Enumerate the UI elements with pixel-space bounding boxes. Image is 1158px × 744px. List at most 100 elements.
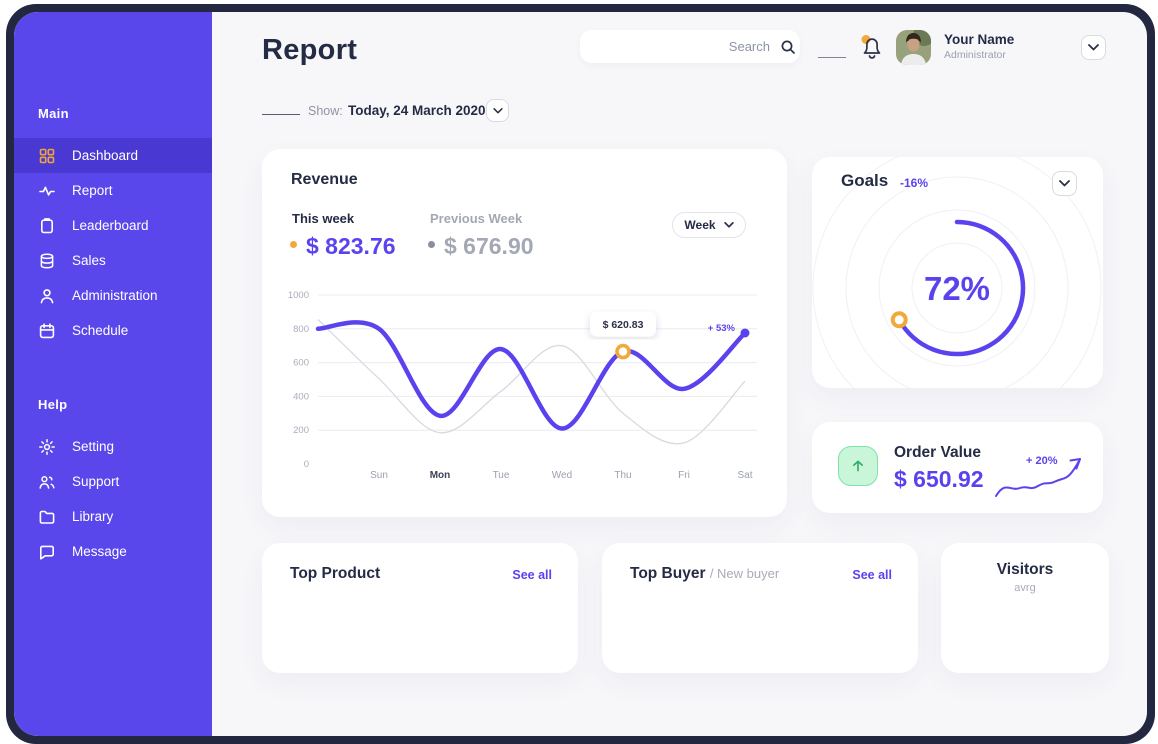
order-value-card: Order Value $ 650.92 + 20% <box>812 422 1103 513</box>
svg-text:$ 620.83: $ 620.83 <box>603 319 644 331</box>
this-week-value: $ 823.76 <box>290 233 396 260</box>
svg-text:Mon: Mon <box>430 470 451 481</box>
top-buyer-card: Top Buyer / New buyer See all <box>602 543 918 673</box>
sidebar-item-report[interactable]: Report <box>14 173 212 208</box>
sidebar-nav-help: Setting Support Library Message <box>14 429 212 569</box>
visitors-subtitle: avrg <box>1014 582 1036 594</box>
search-bar[interactable] <box>580 30 800 63</box>
top-product-card: Top Product See all <box>262 543 578 673</box>
sidebar-item-message[interactable]: Message <box>14 534 212 569</box>
visitors-title: Visitors <box>996 561 1054 578</box>
clipboard-icon <box>38 217 56 235</box>
order-value-title: Order Value <box>894 444 982 461</box>
app-frame: Main Dashboard Report Leaderboard <box>6 4 1155 744</box>
search-icon[interactable] <box>780 39 796 55</box>
order-up-arrow-icon <box>838 446 878 486</box>
svg-text:Tue: Tue <box>493 470 510 481</box>
goals-chevron-button[interactable] <box>1052 171 1077 196</box>
goals-title: Goals <box>841 171 889 190</box>
calendar-icon <box>38 322 56 340</box>
chevron-down-icon <box>1088 44 1099 51</box>
app-window: Main Dashboard Report Leaderboard <box>14 12 1147 736</box>
top-buyer-title: Top Buyer / New buyer <box>630 565 780 582</box>
sidebar-item-sales[interactable]: Sales <box>14 243 212 278</box>
revenue-line-chart[interactable]: 0 200 400 600 800 1000 Sun Mon Tue Wed Thu Fri Sat + … <box>262 279 787 489</box>
sidebar-item-label: Report <box>72 183 113 198</box>
sidebar-item-administration[interactable]: Administration <box>14 278 212 313</box>
svg-text:1000: 1000 <box>288 290 309 301</box>
svg-text:+ 53%: + 53% <box>708 323 736 334</box>
show-date-value: Today, 24 March 2020 <box>348 103 486 118</box>
show-label: Show: <box>308 104 343 118</box>
sidebar-item-leaderboard[interactable]: Leaderboard <box>14 208 212 243</box>
sidebar-item-setting[interactable]: Setting <box>14 429 212 464</box>
avatar-photo <box>896 30 931 65</box>
gear-icon <box>38 438 56 456</box>
revenue-card: Revenue This week $ 823.76 Previous Week… <box>262 149 787 517</box>
sidebar-item-library[interactable]: Library <box>14 499 212 534</box>
avatar[interactable] <box>896 30 931 65</box>
user-menu-chevron-button[interactable] <box>1081 35 1106 60</box>
svg-text:200: 200 <box>293 425 309 436</box>
sidebar-item-schedule[interactable]: Schedule <box>14 313 212 348</box>
sidebar-item-label: Schedule <box>72 323 129 338</box>
svg-text:Fri: Fri <box>678 470 690 481</box>
sidebar-item-label: Administration <box>72 288 158 303</box>
this-week-label: This week <box>292 211 355 226</box>
goals-delta-badge: -16% <box>900 176 929 190</box>
sidebar-section-help: Help <box>38 397 68 412</box>
goals-card: 72% Goals -16% <box>812 157 1103 388</box>
notification-bell[interactable] <box>858 33 884 61</box>
grid-icon <box>38 147 56 165</box>
order-trend-sparkline <box>995 458 1081 497</box>
search-input[interactable] <box>594 39 780 54</box>
svg-text:72%: 72% <box>924 270 990 307</box>
previous-week-label: Previous Week <box>430 211 523 226</box>
user-role: Administrator <box>944 49 1006 61</box>
sidebar-item-label: Library <box>72 509 114 524</box>
show-divider <box>262 114 300 115</box>
previous-week-value: $ 676.90 <box>428 233 534 260</box>
top-buyer-subtitle: / New buyer <box>709 566 780 581</box>
svg-text:Sat: Sat <box>737 470 752 481</box>
top-product-title: Top Product <box>290 565 381 582</box>
goals-donut-chart: 72% <box>812 157 1102 388</box>
user-icon <box>38 287 56 305</box>
svg-text:Wed: Wed <box>552 470 572 481</box>
chevron-down-icon <box>492 107 503 113</box>
chevron-down-icon <box>1059 180 1070 187</box>
svg-text:Sun: Sun <box>370 470 388 481</box>
sidebar-nav-main: Dashboard Report Leaderboard Sales <box>14 138 212 348</box>
range-selector-dropdown[interactable]: Week <box>672 212 746 238</box>
chevron-down-icon <box>723 222 734 228</box>
activity-icon <box>38 182 56 200</box>
sidebar-section-main: Main <box>38 106 69 121</box>
header-divider <box>818 57 846 58</box>
sidebar-item-label: Setting <box>72 439 115 454</box>
database-icon <box>38 252 56 270</box>
sidebar-item-dashboard[interactable]: Dashboard <box>14 138 212 173</box>
sidebar-item-label: Sales <box>72 253 106 268</box>
sidebar: Main Dashboard Report Leaderboard <box>14 12 212 736</box>
page-title: Report <box>262 34 358 66</box>
date-filter-chevron-button[interactable] <box>486 99 509 122</box>
previous-week-dot <box>428 241 435 248</box>
sidebar-item-label: Message <box>72 544 127 559</box>
top-product-see-all-link[interactable]: See all <box>512 568 552 582</box>
order-delta-label: + 20% <box>1026 455 1058 467</box>
svg-text:Thu: Thu <box>614 470 631 481</box>
sidebar-item-support[interactable]: Support <box>14 464 212 499</box>
user-name: Your Name <box>944 32 1015 47</box>
users-icon <box>38 473 56 491</box>
svg-text:800: 800 <box>293 324 309 335</box>
svg-text:600: 600 <box>293 358 309 369</box>
revenue-title: Revenue <box>291 171 358 188</box>
visitors-card: Visitors avrg <box>941 543 1109 673</box>
sidebar-item-label: Support <box>72 474 120 489</box>
order-value-amount: $ 650.92 <box>894 466 984 492</box>
folder-icon <box>38 508 56 526</box>
message-icon <box>38 543 56 561</box>
top-buyer-see-all-link[interactable]: See all <box>852 568 892 582</box>
sidebar-item-label: Leaderboard <box>72 218 149 233</box>
svg-text:0: 0 <box>304 459 309 470</box>
